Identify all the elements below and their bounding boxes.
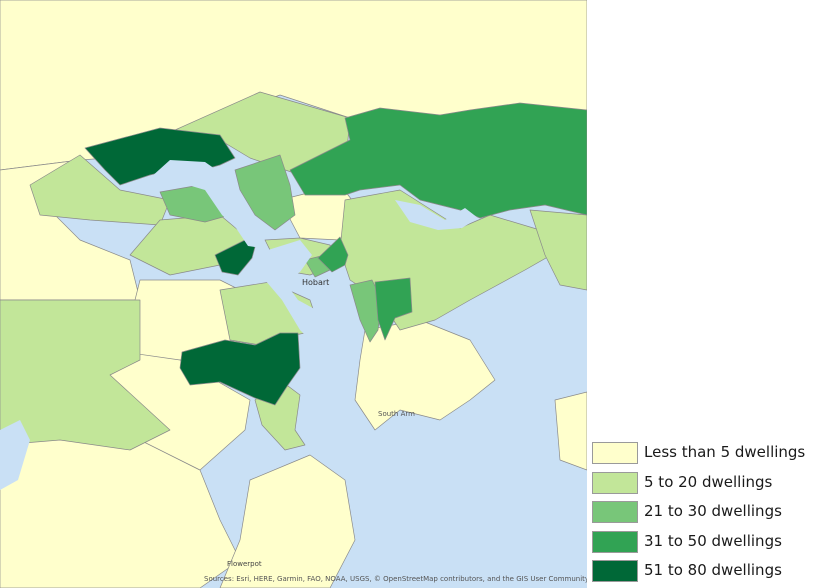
region-peninsula[interactable] (354, 319, 496, 431)
region-rosny[interactable] (349, 279, 383, 343)
legend-swatch (592, 471, 638, 494)
legend-label: 31 to 50 dwellings (644, 531, 782, 550)
legend-label: 21 to 30 dwellings (644, 502, 782, 520)
pittwater-bay (395, 200, 478, 230)
place-label-south-arm: South Arm (378, 410, 415, 418)
region-kingston[interactable] (179, 332, 301, 406)
region-north-west[interactable] (29, 154, 171, 226)
legend-label: Less than 5 dwellings (644, 443, 806, 461)
legend-label: 5 to 20 dwellings (644, 472, 773, 491)
derwent-river-lower (265, 240, 330, 340)
map-legend: Less than 5 dwellings 5 to 20 dwellings … (592, 440, 832, 588)
legend-swatch (592, 501, 638, 523)
derwent-river-upper (150, 160, 262, 248)
legend-swatch (592, 530, 638, 553)
place-label-hobart: Hobart (302, 278, 330, 287)
map-attribution: Sources: Esri, HERE, Garmin, FAO, NOAA, … (204, 575, 587, 583)
legend-item: 51 to 80 dwellings (592, 558, 832, 588)
region-east-derwent[interactable] (289, 102, 587, 219)
map-frame[interactable]: Hobart South Arm Flowerpot Sources: Esri… (0, 0, 587, 588)
legend-swatch (592, 442, 638, 464)
legend-item: Less than 5 dwellings (592, 440, 832, 470)
place-label-flowerpot: Flowerpot (227, 560, 262, 568)
region-lindisfarne[interactable] (374, 277, 413, 341)
legend-label: 51 to 80 dwellings (644, 561, 782, 579)
legend-item: 31 to 50 dwellings (592, 529, 832, 559)
legend-item: 5 to 20 dwellings (592, 470, 832, 500)
legend-item: 21 to 30 dwellings (592, 499, 832, 529)
region-claremont[interactable] (234, 154, 296, 231)
region-south-peninsula[interactable] (219, 454, 356, 588)
region-east-coast[interactable] (529, 209, 587, 291)
region-montagu-bay[interactable] (317, 236, 349, 273)
legend-swatch (592, 560, 638, 582)
choropleth-map (0, 0, 587, 588)
west-river (0, 420, 30, 490)
region-east-island[interactable] (554, 391, 587, 471)
